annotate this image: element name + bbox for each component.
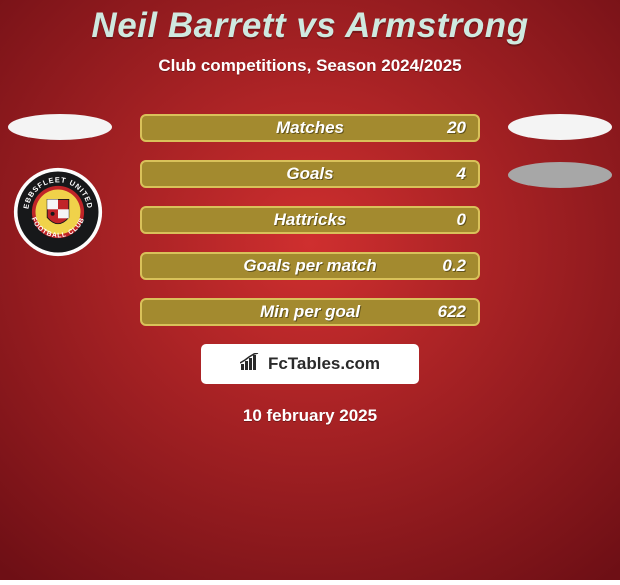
stats-area: EBBSFLEET UNITED FOOTBALL CLUB: [0, 114, 620, 426]
stat-value-right: 0.2: [430, 256, 466, 276]
stat-label: Goals: [142, 164, 478, 184]
chart-icon: [240, 353, 262, 376]
stat-rows: .Matches20 .Goals4 .Hattricks0 .Goals per m…: [140, 114, 480, 326]
branding-text: FcTables.com: [268, 354, 380, 374]
branding-box: FcTables.com: [201, 344, 419, 384]
stat-value-right: 4: [430, 164, 466, 184]
stat-row: .Hattricks0: [140, 206, 480, 234]
stat-row: .Goals4: [140, 160, 480, 188]
stat-value-right: 0: [430, 210, 466, 230]
stat-value-right: 622: [430, 302, 466, 322]
stat-row: .Goals per match0.2: [140, 252, 480, 280]
stat-value-right: 20: [430, 118, 466, 138]
stat-label: Matches: [142, 118, 478, 138]
stat-label: Hattricks: [142, 210, 478, 230]
left-player-column: EBBSFLEET UNITED FOOTBALL CLUB: [8, 114, 112, 262]
left-placeholder-ellipse: [8, 114, 112, 140]
left-club-badge: EBBSFLEET UNITED FOOTBALL CLUB: [8, 162, 108, 262]
subtitle: Club competitions, Season 2024/2025: [0, 56, 620, 76]
footer-date: 10 february 2025: [0, 406, 620, 426]
right-player-column: [508, 114, 612, 210]
right-placeholder-ellipse-2: [508, 162, 612, 188]
page-title: Neil Barrett vs Armstrong: [0, 0, 620, 46]
stat-label: Goals per match: [142, 256, 478, 276]
stat-label: Min per goal: [142, 302, 478, 322]
right-placeholder-ellipse-1: [508, 114, 612, 140]
stat-row: .Min per goal622: [140, 298, 480, 326]
stat-row: .Matches20: [140, 114, 480, 142]
